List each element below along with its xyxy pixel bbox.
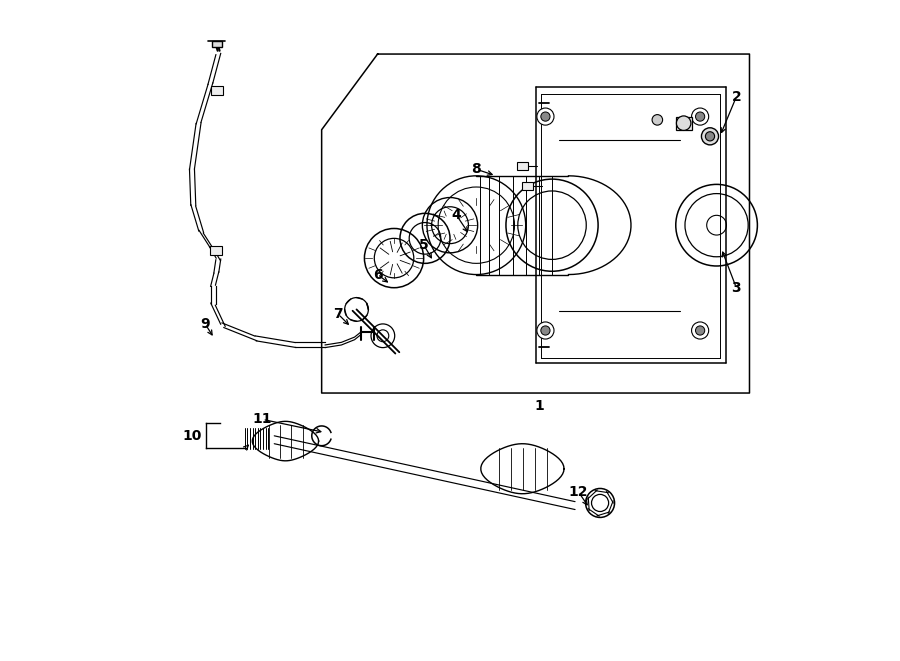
Bar (676, 116, 691, 130)
Text: 4: 4 (452, 208, 462, 222)
Text: 3: 3 (732, 281, 741, 295)
Circle shape (537, 322, 554, 339)
Text: 11: 11 (253, 412, 272, 426)
Circle shape (706, 132, 715, 141)
Bar (522, 182, 533, 190)
Text: 7: 7 (333, 307, 343, 321)
Circle shape (696, 112, 705, 121)
Bar (518, 162, 527, 170)
Circle shape (696, 326, 705, 335)
Text: 5: 5 (418, 238, 428, 252)
Bar (212, 41, 222, 48)
Bar (212, 87, 223, 95)
Circle shape (541, 326, 550, 335)
Text: 6: 6 (373, 268, 382, 282)
Circle shape (537, 108, 554, 125)
Text: 9: 9 (201, 317, 210, 331)
Text: 12: 12 (569, 485, 588, 499)
Text: 2: 2 (732, 90, 742, 104)
Text: 1: 1 (534, 399, 544, 413)
Text: 8: 8 (472, 162, 482, 176)
Circle shape (541, 112, 550, 121)
Circle shape (701, 128, 718, 145)
Circle shape (652, 114, 662, 125)
Circle shape (691, 108, 708, 125)
Text: 10: 10 (183, 429, 202, 443)
Bar (210, 247, 221, 254)
Circle shape (677, 116, 691, 130)
Circle shape (691, 322, 708, 339)
